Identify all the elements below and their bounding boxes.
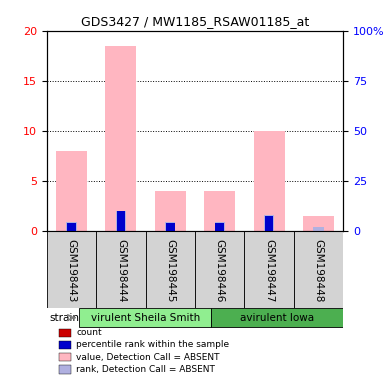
Text: GSM198444: GSM198444 bbox=[116, 238, 126, 302]
Text: virulent Sheila Smith: virulent Sheila Smith bbox=[91, 313, 200, 323]
Text: rank, Detection Call = ABSENT: rank, Detection Call = ABSENT bbox=[76, 365, 215, 374]
Bar bbox=[58, 353, 71, 361]
Bar bbox=[56, 151, 87, 231]
Bar bbox=[58, 366, 71, 374]
FancyBboxPatch shape bbox=[145, 231, 195, 308]
FancyBboxPatch shape bbox=[211, 308, 343, 327]
Text: count: count bbox=[76, 328, 102, 337]
FancyBboxPatch shape bbox=[245, 231, 294, 308]
FancyBboxPatch shape bbox=[294, 231, 343, 308]
Bar bbox=[265, 216, 273, 231]
Bar bbox=[165, 222, 176, 231]
Bar bbox=[204, 191, 235, 231]
Text: value, Detection Call = ABSENT: value, Detection Call = ABSENT bbox=[76, 353, 220, 362]
Bar bbox=[254, 131, 285, 231]
Bar bbox=[117, 211, 125, 231]
Bar bbox=[58, 341, 71, 349]
Bar bbox=[66, 222, 77, 231]
Bar bbox=[215, 223, 224, 231]
Text: GSM198443: GSM198443 bbox=[67, 238, 76, 302]
Bar bbox=[105, 46, 136, 231]
Bar bbox=[116, 211, 126, 231]
FancyBboxPatch shape bbox=[96, 231, 145, 308]
Bar bbox=[166, 223, 175, 231]
FancyBboxPatch shape bbox=[47, 231, 96, 308]
Text: avirulent Iowa: avirulent Iowa bbox=[240, 313, 314, 323]
Text: GSM198448: GSM198448 bbox=[314, 238, 323, 302]
Bar bbox=[313, 227, 324, 231]
FancyBboxPatch shape bbox=[80, 308, 211, 327]
Text: GSM198445: GSM198445 bbox=[165, 238, 175, 302]
Text: GSM198446: GSM198446 bbox=[215, 238, 225, 302]
Bar bbox=[67, 223, 76, 231]
Bar bbox=[303, 216, 334, 231]
Bar bbox=[155, 191, 186, 231]
Title: GDS3427 / MW1185_RSAW01185_at: GDS3427 / MW1185_RSAW01185_at bbox=[81, 15, 309, 28]
Bar bbox=[215, 222, 225, 231]
Text: GSM198447: GSM198447 bbox=[264, 238, 274, 302]
FancyBboxPatch shape bbox=[195, 231, 245, 308]
Text: percentile rank within the sample: percentile rank within the sample bbox=[76, 341, 230, 349]
Bar bbox=[264, 215, 274, 231]
Text: strain: strain bbox=[50, 313, 80, 323]
Bar bbox=[58, 329, 71, 337]
